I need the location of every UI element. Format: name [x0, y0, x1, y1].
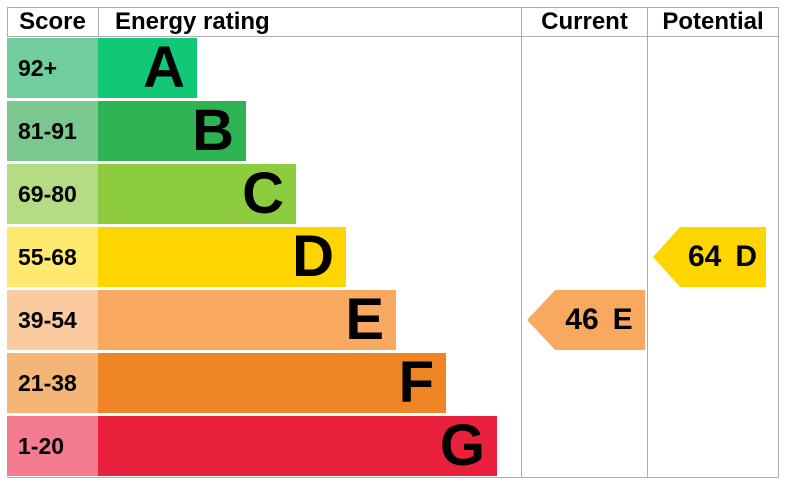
rating-row-g: 1-20 G: [7, 416, 507, 476]
rating-letter: A: [143, 35, 185, 100]
rating-row-d: 55-68 D: [7, 227, 507, 287]
potential-arrow: 64 D: [653, 227, 766, 287]
rating-bar: D: [98, 227, 346, 287]
rating-bar: C: [98, 164, 296, 224]
table-top-border: [7, 7, 779, 8]
rating-row-e: 39-54 E: [7, 290, 507, 350]
rating-letter: C: [242, 161, 284, 226]
potential-grade: D: [735, 240, 758, 273]
table-right-border: [778, 7, 779, 477]
rating-letter: D: [292, 224, 334, 289]
potential-column-divider: [647, 7, 648, 477]
rating-letter: B: [192, 98, 234, 163]
current-header: Current: [541, 8, 628, 35]
rating-bar: G: [98, 416, 497, 476]
score-column-divider: [98, 7, 99, 36]
score-cell: 21-38: [7, 353, 98, 413]
header-bottom-border: [7, 36, 779, 37]
rating-bar: E: [98, 290, 396, 350]
rating-letter: F: [398, 350, 434, 415]
score-cell: 1-20: [7, 416, 98, 476]
score-cell: 81-91: [7, 101, 98, 161]
rating-bar: F: [98, 353, 446, 413]
rating-row-b: 81-91 B: [7, 101, 507, 161]
rating-row-c: 69-80 C: [7, 164, 507, 224]
energy-rating-header: Energy rating: [115, 8, 270, 35]
header-left-border: [7, 7, 8, 36]
table-bottom-border: [7, 477, 779, 478]
current-column-divider: [521, 7, 522, 477]
rating-bar: A: [98, 38, 197, 98]
score-cell: 69-80: [7, 164, 98, 224]
rating-row-a: 92+ A: [7, 38, 507, 98]
score-cell: 92+: [7, 38, 98, 98]
current-arrow: 46 E: [527, 290, 645, 350]
rating-letter: E: [345, 287, 384, 352]
score-cell: 39-54: [7, 290, 98, 350]
score-cell: 55-68: [7, 227, 98, 287]
rating-rows: 92+ A 81-91 B 69-80 C 55-68 D 39-54 E 21…: [7, 38, 507, 479]
potential-score: 64: [687, 240, 722, 273]
current-score: 46: [565, 303, 599, 336]
potential-header: Potential: [662, 8, 764, 35]
rating-row-f: 21-38 F: [7, 353, 507, 413]
rating-bar: B: [98, 101, 246, 161]
current-grade: E: [612, 303, 633, 336]
rating-letter: G: [439, 413, 485, 478]
score-header: Score: [19, 8, 86, 35]
